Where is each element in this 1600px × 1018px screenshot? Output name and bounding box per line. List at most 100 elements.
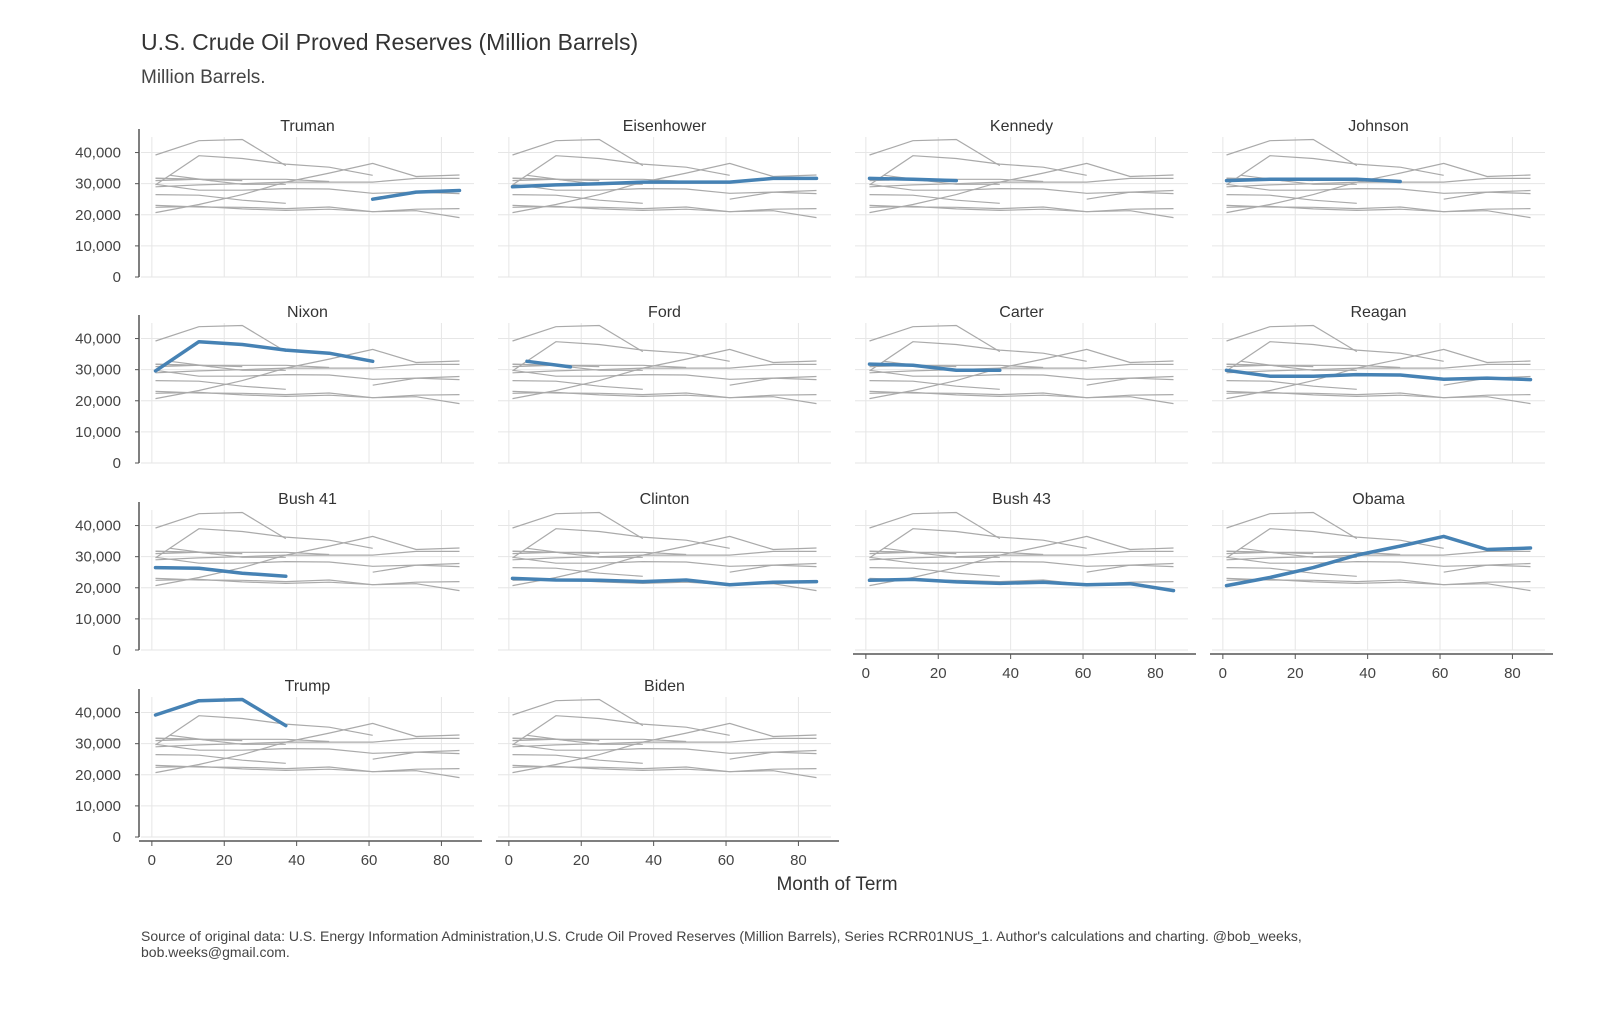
background-series-line bbox=[512, 178, 687, 183]
background-series-line bbox=[1226, 348, 1531, 400]
background-series-line bbox=[155, 205, 460, 219]
x-tick-label: 80 bbox=[433, 852, 450, 869]
highlight-series-line bbox=[153, 565, 288, 579]
background-series-line bbox=[512, 363, 817, 374]
y-tick-label: 30,000 bbox=[75, 362, 121, 379]
background-series-line bbox=[512, 369, 817, 381]
background-series-line bbox=[155, 556, 460, 568]
background-series-line bbox=[155, 138, 287, 167]
background-series-line bbox=[155, 177, 460, 188]
y-tick-label: 0 bbox=[113, 642, 121, 659]
highlight-series-line bbox=[867, 362, 1002, 373]
background-series-line bbox=[155, 737, 286, 745]
background-series-line bbox=[869, 324, 1001, 353]
x-tick-label: 20 bbox=[216, 852, 233, 869]
chart-title: U.S. Crude Oil Proved Reserves (Million … bbox=[141, 29, 639, 55]
background-series-line bbox=[155, 550, 286, 558]
background-series-line bbox=[869, 177, 1174, 188]
background-series-line bbox=[869, 155, 1087, 186]
background-series-line bbox=[155, 178, 330, 183]
facet-panel: Kennedy bbox=[855, 118, 1188, 278]
y-tick-label: 40,000 bbox=[75, 518, 121, 535]
highlight-series-line bbox=[525, 359, 573, 369]
x-tick-label: 20 bbox=[1287, 665, 1304, 682]
background-series-line bbox=[155, 715, 373, 746]
background-series-line bbox=[512, 737, 643, 745]
background-series-line bbox=[155, 363, 460, 374]
background-series-line bbox=[512, 324, 644, 353]
background-series-line bbox=[512, 162, 817, 214]
background-series-line bbox=[155, 743, 460, 755]
x-tick-label: 0 bbox=[148, 852, 156, 869]
background-series-line bbox=[155, 535, 460, 587]
x-tick-label: 80 bbox=[1147, 665, 1164, 682]
background-series-line bbox=[869, 341, 1087, 372]
background-series-line bbox=[512, 715, 730, 746]
background-series-line bbox=[512, 550, 817, 561]
background-series-line bbox=[869, 550, 1000, 558]
background-series-line bbox=[512, 194, 643, 204]
background-series-line bbox=[1226, 162, 1531, 214]
background-series-line bbox=[1226, 578, 1531, 592]
background-series-line bbox=[1226, 341, 1444, 372]
background-series-line bbox=[155, 722, 460, 774]
background-series-line bbox=[869, 550, 1174, 561]
background-series-line bbox=[512, 738, 687, 743]
background-series-line bbox=[155, 194, 286, 204]
highlight-series-line bbox=[153, 339, 375, 373]
background-series-line bbox=[869, 528, 1087, 559]
panel-title: Bush 43 bbox=[992, 491, 1051, 508]
y-tick-label: 10,000 bbox=[75, 798, 121, 815]
x-tick-label: 60 bbox=[1075, 665, 1092, 682]
x-tick-label: 40 bbox=[645, 852, 662, 869]
y-tick-label: 0 bbox=[113, 269, 121, 286]
background-series-line bbox=[155, 162, 460, 214]
background-series-line bbox=[869, 348, 1174, 400]
background-series-line bbox=[512, 743, 817, 755]
y-tick-label: 20,000 bbox=[75, 580, 121, 597]
panel-title: Nixon bbox=[287, 304, 328, 321]
panel-title: Obama bbox=[1352, 491, 1405, 508]
facet-panel: Ford bbox=[498, 304, 831, 464]
background-series-line bbox=[512, 511, 644, 540]
x-tick-label: 40 bbox=[1002, 665, 1019, 682]
background-series-line bbox=[155, 363, 286, 371]
background-series-line bbox=[1226, 556, 1531, 568]
background-series-line bbox=[155, 550, 460, 561]
background-series-line bbox=[1226, 364, 1401, 369]
background-series-line bbox=[1226, 528, 1444, 559]
background-series-line bbox=[155, 511, 287, 540]
x-tick-label: 60 bbox=[718, 852, 735, 869]
facet-panel: Bush 43 0 20 40 60 80 bbox=[853, 491, 1196, 682]
background-series-line bbox=[155, 391, 460, 405]
x-tick-label: 80 bbox=[1504, 665, 1521, 682]
y-tick-label: 0 bbox=[113, 829, 121, 846]
x-tick-label: 40 bbox=[288, 852, 305, 869]
facet-panel: Bush 41 0 10,000 20,000 30,000 40,000 bbox=[75, 491, 474, 659]
background-series-line bbox=[155, 737, 460, 748]
facet-panel: Nixon 0 10,000 20,000 30,000 40,000 bbox=[75, 304, 474, 472]
background-series-line bbox=[512, 138, 644, 167]
y-tick-label: 30,000 bbox=[75, 549, 121, 566]
panel-title: Eisenhower bbox=[623, 118, 707, 135]
y-tick-label: 30,000 bbox=[75, 176, 121, 193]
background-series-line bbox=[1226, 363, 1531, 374]
background-series-line bbox=[155, 754, 286, 764]
y-tick-label: 20,000 bbox=[75, 393, 121, 410]
highlight-series-line bbox=[1224, 177, 1402, 184]
x-tick-label: 0 bbox=[1219, 665, 1227, 682]
background-series-line bbox=[1226, 194, 1357, 204]
background-series-line bbox=[869, 380, 1000, 390]
background-series-line bbox=[155, 738, 330, 743]
x-tick-label: 20 bbox=[930, 665, 947, 682]
panel-title: Trump bbox=[285, 678, 331, 695]
panel-title: Ford bbox=[648, 304, 681, 321]
highlight-series-line bbox=[867, 176, 959, 183]
background-series-line bbox=[512, 364, 687, 369]
facet-panel: Eisenhower bbox=[498, 118, 831, 278]
background-series-line bbox=[512, 754, 643, 764]
background-series-line bbox=[1226, 550, 1531, 561]
panel-title: Biden bbox=[644, 678, 685, 695]
x-tick-label: 0 bbox=[505, 852, 513, 869]
